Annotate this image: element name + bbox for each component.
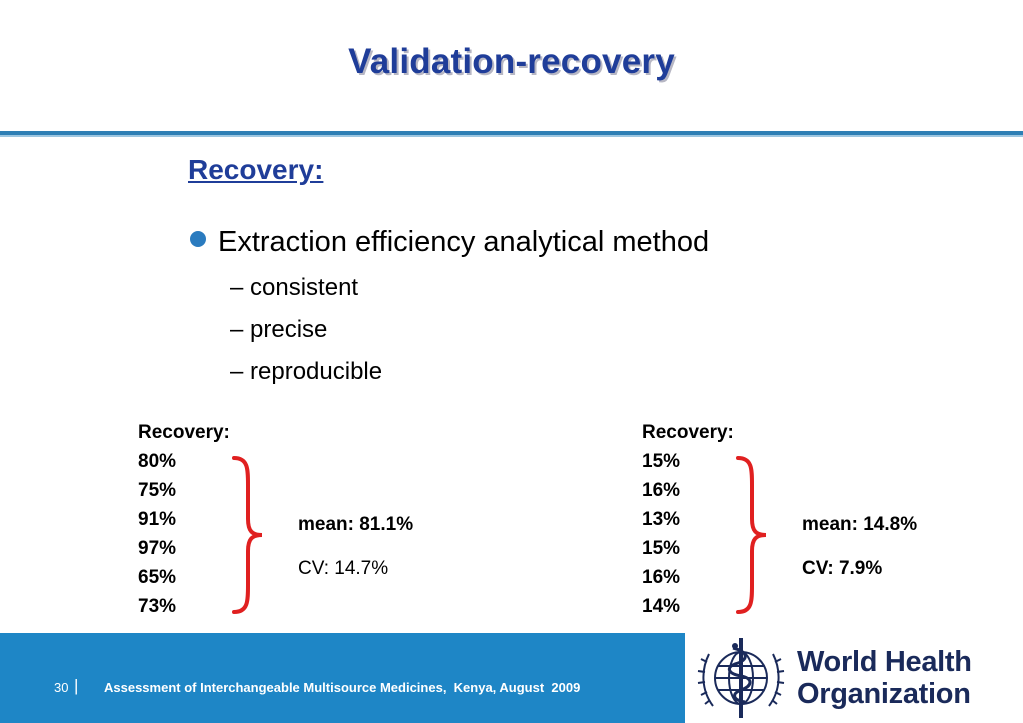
recovery-value: 14% bbox=[642, 596, 681, 617]
recovery-value: 75% bbox=[138, 480, 177, 501]
who-emblem-icon bbox=[697, 638, 785, 718]
page-separator: | bbox=[74, 676, 79, 695]
dash: – bbox=[230, 316, 244, 343]
recovery-heading: Recovery: bbox=[138, 422, 230, 443]
recovery-value: 15% bbox=[642, 451, 681, 472]
footer-caption: Assessment of Interchangeable Multisourc… bbox=[104, 680, 581, 695]
dash: – bbox=[230, 274, 244, 301]
bullet-dot-icon bbox=[190, 231, 206, 247]
who-name-line1: World Health bbox=[797, 646, 972, 678]
left-mean: mean: 81.1% bbox=[298, 514, 414, 535]
slide-title: Validation-recovery bbox=[348, 42, 675, 81]
left-curly-brace bbox=[232, 456, 263, 614]
recovery-value: 80% bbox=[138, 451, 177, 472]
sub-item-consistent: – consistent bbox=[230, 274, 358, 302]
recovery-value: 65% bbox=[138, 567, 177, 588]
recovery-value: 15% bbox=[642, 538, 681, 559]
title-divider-shadow bbox=[0, 135, 1023, 137]
recovery-value: 16% bbox=[642, 480, 681, 501]
right-mean: mean: 14.8% bbox=[802, 514, 918, 535]
recovery-heading: Recovery: bbox=[642, 422, 734, 443]
page-number: 30 bbox=[54, 680, 69, 695]
sub-item-label: consistent bbox=[250, 274, 359, 301]
recovery-value: 13% bbox=[642, 509, 681, 530]
right-recovery-list: Recovery: 15% 16% 13% 15% 16% 14% bbox=[642, 418, 734, 621]
dash: – bbox=[230, 358, 244, 385]
section-heading: Recovery: bbox=[188, 154, 324, 185]
left-cv: CV: 14.7% bbox=[298, 558, 389, 579]
recovery-value: 97% bbox=[138, 538, 177, 559]
sub-item-reproducible: – reproducible bbox=[230, 358, 382, 386]
title-divider bbox=[0, 131, 1023, 135]
sub-item-precise: – precise bbox=[230, 316, 327, 344]
sub-item-label: reproducible bbox=[250, 358, 383, 385]
bullet-text: Extraction efficiency analytical method bbox=[218, 226, 710, 258]
sub-item-label: precise bbox=[250, 316, 328, 343]
right-curly-brace bbox=[736, 456, 767, 614]
right-cv: CV: 7.9% bbox=[802, 558, 883, 579]
recovery-value: 16% bbox=[642, 567, 681, 588]
recovery-value: 91% bbox=[138, 509, 177, 530]
left-recovery-list: Recovery: 80% 75% 91% 97% 65% 73% bbox=[138, 418, 230, 621]
who-name-line2: Organization bbox=[797, 678, 971, 710]
bullet-item: Extraction efficiency analytical method bbox=[190, 226, 709, 259]
recovery-value: 73% bbox=[138, 596, 177, 617]
